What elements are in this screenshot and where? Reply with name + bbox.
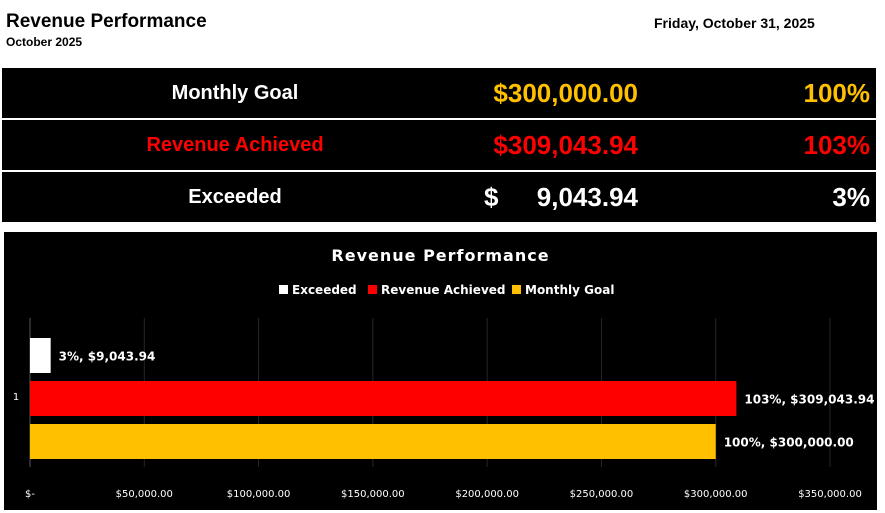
kpi-percent: 103% <box>803 130 871 160</box>
kpi-label: Monthly Goal <box>171 82 299 104</box>
x-tick-label: $150,000.00 <box>341 489 405 500</box>
bar-exceeded <box>30 338 51 373</box>
legend-label: Revenue Achieved <box>381 283 506 297</box>
x-tick-label: $50,000.00 <box>116 489 173 500</box>
kpi-row-exceeded: Exceeded $ 9,043.94 3% <box>2 172 876 222</box>
row-divider <box>2 170 876 172</box>
y-category-label: 1 <box>13 392 19 403</box>
x-tick-label: $350,000.00 <box>798 489 862 500</box>
revenue-chart: Revenue Performance Exceeded Revenue Ach… <box>4 232 877 510</box>
legend-item-monthly-goal: Monthly Goal <box>512 283 614 299</box>
row-divider <box>2 118 876 120</box>
legend-label: Monthly Goal <box>525 283 615 297</box>
x-tick-label: $200,000.00 <box>455 489 519 500</box>
x-tick-label: $- <box>25 489 35 500</box>
kpi-label: Revenue Achieved <box>146 134 324 156</box>
bar-monthly-goal <box>30 424 716 459</box>
legend-swatch <box>512 285 521 294</box>
bar-plot: $- $50,000.00 $100,000.00 $150,000.00 $200,0… <box>13 318 874 500</box>
legend-item-revenue-achieved: Revenue Achieved <box>368 283 506 299</box>
x-tick-label: $300,000.00 <box>684 489 748 500</box>
kpi-amount: 9,043.94 <box>536 182 638 212</box>
bar-revenue-achieved <box>30 381 737 416</box>
x-tick-label: $100,000.00 <box>227 489 291 500</box>
kpi-percent: 100% <box>803 78 871 108</box>
page-title: Revenue Performance <box>6 11 207 32</box>
kpi-percent: 3% <box>832 182 870 212</box>
kpi-table: Monthly Goal $300,000.00 100% Revenue Ac… <box>2 68 876 222</box>
kpi-currency-symbol: $ <box>484 182 499 212</box>
bar-data-label: 3%, $9,043.94 <box>59 350 156 364</box>
legend-swatch <box>368 285 377 294</box>
bar-data-label: 100%, $300,000.00 <box>724 436 854 450</box>
legend-swatch <box>279 285 288 294</box>
legend-item-exceeded: Exceeded <box>279 283 357 299</box>
x-tick-label: $250,000.00 <box>570 489 634 500</box>
kpi-amount: $300,000.00 <box>493 78 638 108</box>
page-subtitle: October 2025 <box>6 35 83 49</box>
chart-legend: Exceeded Revenue Achieved Monthly Goal <box>4 283 877 299</box>
bar-data-label: 103%, $309,043.94 <box>744 393 874 407</box>
report-date: Friday, October 31, 2025 <box>654 15 815 31</box>
kpi-row-monthly-goal: Monthly Goal $300,000.00 100% <box>2 68 876 118</box>
report-header: Revenue Performance October 2025 Friday,… <box>0 0 885 66</box>
chart-title: Revenue Performance <box>331 246 550 265</box>
kpi-label: Exceeded <box>188 186 282 208</box>
kpi-amount: $309,043.94 <box>493 130 638 160</box>
legend-label: Exceeded <box>292 283 357 297</box>
kpi-row-revenue-achieved: Revenue Achieved $309,043.94 103% <box>2 120 876 170</box>
